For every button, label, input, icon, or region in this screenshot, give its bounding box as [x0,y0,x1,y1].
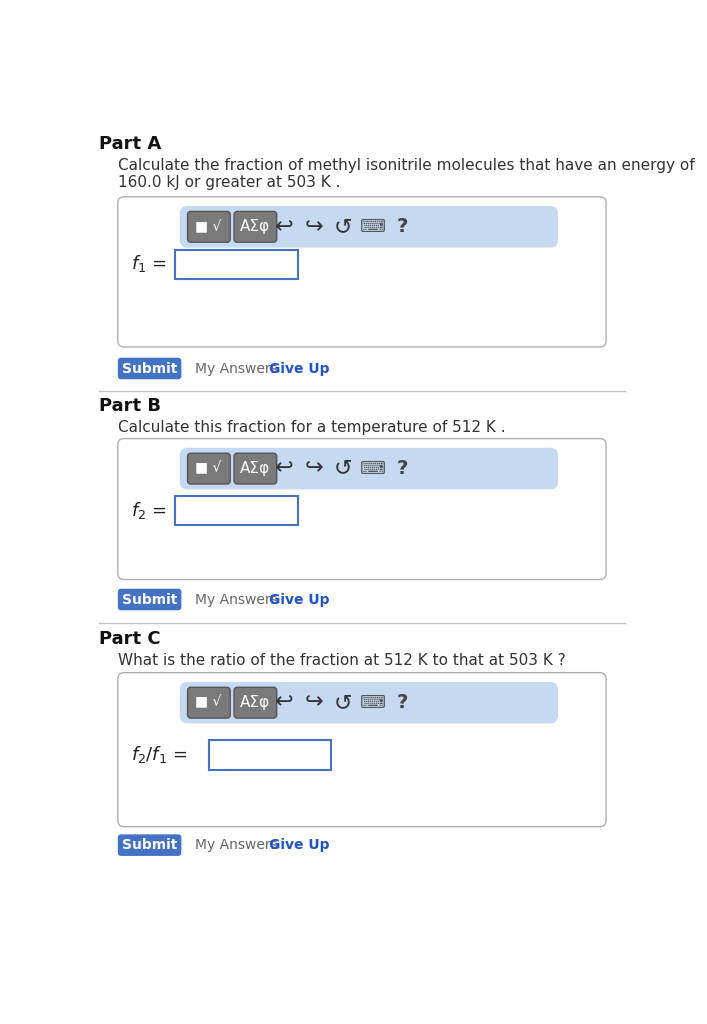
FancyBboxPatch shape [118,589,182,610]
Text: ⌨: ⌨ [360,693,386,712]
FancyBboxPatch shape [118,357,182,379]
Text: Calculate this fraction for a temperature of 512 K .: Calculate this fraction for a temperatur… [118,420,506,435]
Text: What is the ratio of the fraction at 512 K to that at 503 K ?: What is the ratio of the fraction at 512… [118,652,566,668]
Text: ↪: ↪ [305,692,323,713]
Text: ■ √: ■ √ [195,462,222,475]
Text: My Answers: My Answers [195,593,278,606]
Text: Part C: Part C [99,630,161,647]
Bar [175,250,298,280]
Text: ↺: ↺ [334,692,353,713]
Text: 160.0 kJ or greater at 503 K .: 160.0 kJ or greater at 503 K . [118,175,340,190]
Text: AΣφ: AΣφ [240,461,270,476]
FancyBboxPatch shape [180,682,558,724]
Text: Submit: Submit [122,361,177,376]
Text: ↺: ↺ [334,459,353,478]
Text: AΣφ: AΣφ [240,219,270,234]
Text: AΣφ: AΣφ [240,695,270,711]
FancyBboxPatch shape [187,687,230,718]
FancyBboxPatch shape [118,673,606,826]
Text: Calculate the fraction of methyl isonitrile molecules that have an energy of: Calculate the fraction of methyl isonitr… [118,159,694,173]
Text: ↺: ↺ [334,217,353,237]
Text: ?: ? [397,693,408,712]
Text: ↪: ↪ [305,459,323,478]
Text: $f_2$ =: $f_2$ = [131,500,167,520]
FancyBboxPatch shape [187,454,230,484]
FancyBboxPatch shape [180,206,558,248]
Text: Give Up: Give Up [269,593,329,606]
FancyBboxPatch shape [118,835,182,856]
Text: $f_2/f_1$ =: $f_2/f_1$ = [131,743,187,765]
Text: ?: ? [397,217,408,237]
FancyBboxPatch shape [234,211,276,243]
Text: ↩: ↩ [275,692,294,713]
FancyBboxPatch shape [118,438,606,580]
Text: ↩: ↩ [275,217,294,237]
Text: Give Up: Give Up [269,838,329,852]
Text: ↩: ↩ [275,459,294,478]
Text: ⌨: ⌨ [360,460,386,477]
Text: ↪: ↪ [305,217,323,237]
Text: My Answers: My Answers [195,838,278,852]
FancyBboxPatch shape [234,687,276,718]
FancyBboxPatch shape [180,447,558,489]
Text: ?: ? [397,459,408,478]
FancyBboxPatch shape [187,211,230,243]
Bar [209,740,331,770]
FancyBboxPatch shape [234,454,276,484]
Bar [175,496,298,525]
Text: Submit: Submit [122,593,177,606]
Text: Give Up: Give Up [269,361,329,376]
Text: $f_1$ =: $f_1$ = [131,253,167,274]
FancyBboxPatch shape [118,197,606,347]
Text: Part A: Part A [99,135,161,154]
Text: ⌨: ⌨ [360,218,386,236]
Text: ■ √: ■ √ [195,220,222,233]
Text: My Answers: My Answers [195,361,278,376]
Text: ■ √: ■ √ [195,695,222,710]
Text: Submit: Submit [122,838,177,852]
Text: Part B: Part B [99,397,161,415]
